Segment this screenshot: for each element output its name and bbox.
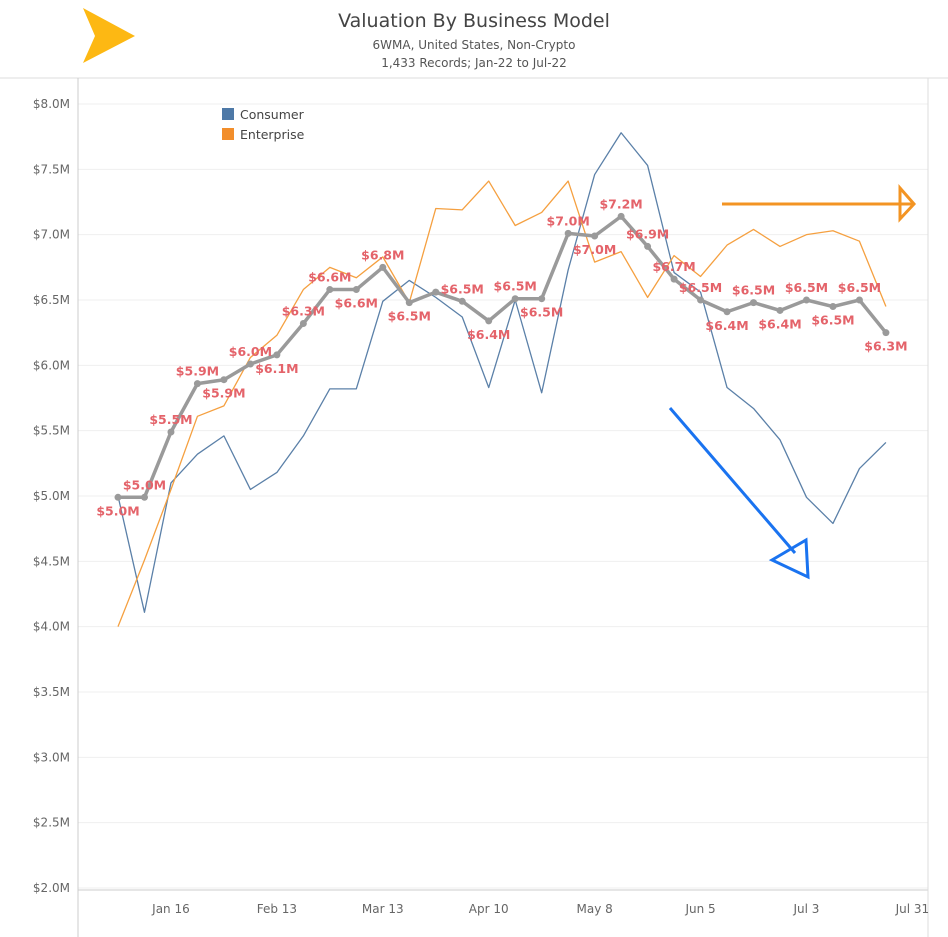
legend-label-enterprise: Enterprise (240, 127, 305, 142)
x-tick-label: Jun 5 (684, 902, 715, 916)
logo-chevron-icon (83, 8, 135, 63)
x-tick-label: Feb 13 (257, 902, 297, 916)
x-tick-label: Jan 16 (151, 902, 190, 916)
data-point (193, 380, 201, 388)
chart-record-range: 1,433 Records; Jan-22 to Jul-22 (381, 56, 567, 70)
legend: Consumer Enterprise (222, 107, 305, 142)
y-tick-label: $7.0M (33, 228, 70, 242)
x-tick-label: Mar 13 (362, 902, 404, 916)
legend-label-consumer: Consumer (240, 107, 305, 122)
data-point (273, 351, 281, 359)
data-point (352, 286, 360, 294)
data-point (299, 320, 307, 328)
data-label: $7.0M (547, 213, 590, 228)
data-label: $6.3M (282, 304, 325, 319)
data-point (750, 299, 758, 307)
y-tick-label: $3.5M (33, 685, 70, 699)
series-line-total (118, 214, 888, 500)
chart-title: Valuation By Business Model (338, 10, 610, 32)
data-point (564, 229, 572, 237)
data-point (802, 296, 810, 304)
data-label: $5.5M (149, 412, 192, 427)
y-tick-label: $7.5M (33, 162, 70, 176)
data-label: $6.5M (785, 280, 828, 295)
data-label: $6.1M (255, 361, 298, 376)
data-label: $6.7M (652, 259, 695, 274)
data-point (511, 295, 519, 303)
data-label: $6.4M (758, 316, 801, 331)
data-label: $6.5M (732, 283, 775, 298)
data-label: $6.9M (626, 226, 669, 241)
chart-subtitle: 6WMA, United States, Non-Crypto (372, 38, 576, 52)
data-label: $6.4M (705, 318, 748, 333)
data-label: $6.5M (441, 281, 484, 296)
y-tick-label: $3.0M (33, 750, 70, 764)
data-point (829, 303, 837, 311)
data-point (114, 493, 122, 501)
x-tick-label: Apr 10 (469, 902, 509, 916)
y-tick-label: $4.0M (33, 620, 70, 634)
y-tick-label: $2.5M (33, 816, 70, 830)
data-point (246, 360, 254, 368)
x-tick-label: Jul 3 (793, 902, 820, 916)
data-point (670, 275, 678, 283)
y-tick-label: $6.0M (33, 358, 70, 372)
data-label: $5.0M (96, 503, 139, 518)
data-label: $6.0M (229, 344, 272, 359)
data-point (591, 232, 599, 240)
data-label: $7.0M (573, 242, 616, 257)
data-point (697, 296, 705, 304)
data-label: $6.5M (811, 313, 854, 328)
data-label: $6.5M (679, 280, 722, 295)
x-tick-label: May 8 (577, 902, 613, 916)
data-label: $6.8M (361, 247, 404, 262)
blue-trend-arrow (668, 407, 810, 580)
y-tick-label: $5.5M (33, 424, 70, 438)
data-point (140, 493, 148, 501)
data-point (405, 299, 413, 307)
data-label: $6.5M (494, 279, 537, 294)
data-label: $5.9M (176, 364, 219, 379)
data-point (220, 376, 228, 384)
orange-trend-arrow (722, 184, 917, 223)
data-point (326, 286, 334, 294)
data-label: $6.3M (864, 339, 907, 354)
data-point (644, 242, 652, 250)
data-label: $6.5M (520, 305, 563, 320)
data-label: $6.5M (388, 309, 431, 324)
data-point (458, 297, 466, 305)
y-tick-label: $8.0M (33, 97, 70, 111)
data-point (432, 288, 440, 296)
data-point (167, 428, 175, 436)
data-label: $6.6M (308, 270, 351, 285)
data-point (379, 263, 387, 271)
data-label: $6.4M (467, 327, 510, 342)
data-point (723, 308, 731, 316)
data-label: $5.0M (123, 477, 166, 492)
data-label: $6.6M (335, 296, 378, 311)
series-line-consumer (117, 132, 887, 613)
x-tick-label: Jul 31 (895, 902, 930, 916)
data-point (617, 212, 625, 220)
legend-swatch-enterprise (222, 128, 234, 140)
data-point (882, 329, 890, 337)
data-point (776, 306, 784, 314)
y-tick-label: $4.5M (33, 554, 70, 568)
data-point (485, 317, 493, 325)
y-tick-label: $2.0M (33, 881, 70, 895)
y-tick-label: $5.0M (33, 489, 70, 503)
data-label: $7.2M (599, 196, 642, 211)
legend-swatch-consumer (222, 108, 234, 120)
data-label: $5.9M (202, 386, 245, 401)
y-tick-label: $6.5M (33, 293, 70, 307)
data-point (538, 295, 546, 303)
data-point (855, 296, 863, 304)
data-label: $6.5M (838, 280, 881, 295)
